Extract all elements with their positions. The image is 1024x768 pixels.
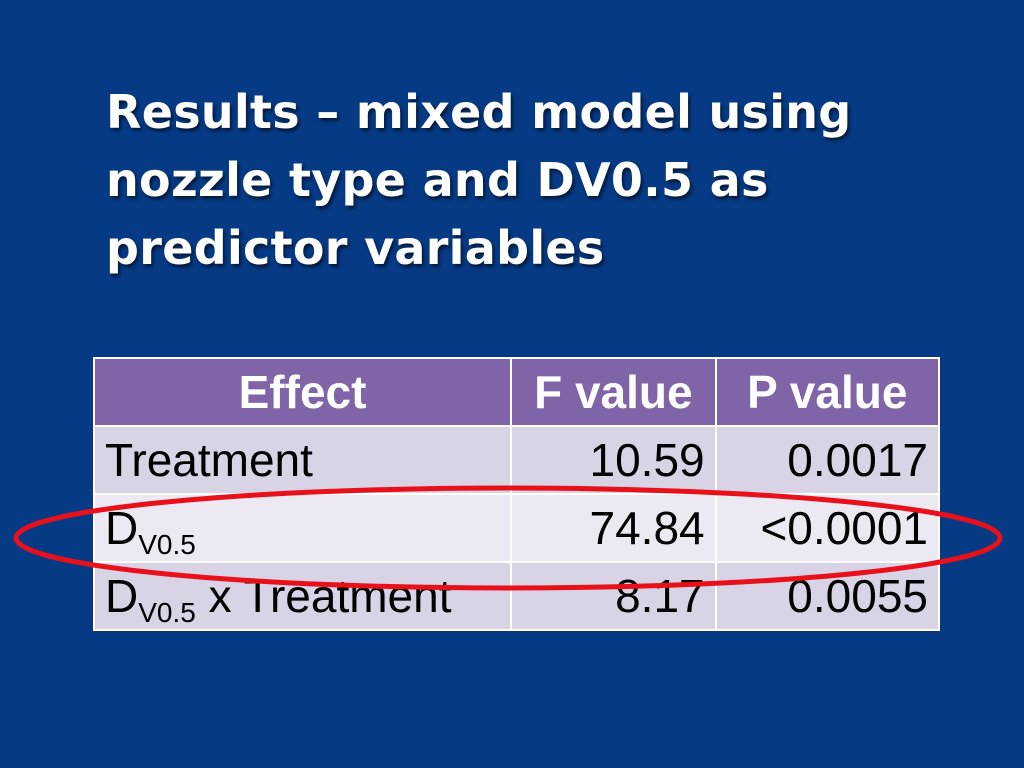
p-value-cell: 0.0017 bbox=[714, 425, 941, 495]
slide-title: Results – mixed model using nozzle type … bbox=[106, 78, 966, 282]
title-line-1: Results – mixed model using bbox=[106, 85, 852, 139]
header-f-value: F value bbox=[510, 357, 717, 427]
f-value-cell: 74.84 bbox=[510, 493, 717, 563]
effect-label: D bbox=[105, 570, 139, 622]
effect-cell: Treatment bbox=[92, 425, 513, 495]
effect-cell: DV0.5 bbox=[92, 493, 513, 563]
effect-suffix: x Treatment bbox=[195, 570, 452, 622]
table-row: Treatment 10.59 0.0017 bbox=[92, 425, 941, 495]
f-value-cell: 10.59 bbox=[510, 425, 717, 495]
title-line-3: predictor variables bbox=[106, 221, 605, 275]
table-row: DV0.5 74.84 <0.0001 bbox=[92, 493, 941, 563]
effect-subscript: V0.5 bbox=[138, 529, 196, 560]
p-value-cell: 0.0055 bbox=[714, 561, 941, 631]
table-row: DV0.5 x Treatment 8.17 0.0055 bbox=[92, 561, 941, 631]
effect-cell: DV0.5 x Treatment bbox=[92, 561, 513, 631]
header-effect: Effect bbox=[92, 357, 513, 427]
header-p-value: P value bbox=[714, 357, 941, 427]
table-header-row: Effect F value P value bbox=[92, 357, 941, 427]
title-line-2: nozzle type and DV0.5 as bbox=[106, 153, 769, 207]
effect-label: Treatment bbox=[105, 434, 313, 486]
results-table: Effect F value P value Treatment 10.59 0… bbox=[92, 357, 941, 631]
f-value-cell: 8.17 bbox=[510, 561, 717, 631]
p-value-cell: <0.0001 bbox=[714, 493, 941, 563]
effect-label: D bbox=[105, 502, 139, 554]
effect-subscript: V0.5 bbox=[138, 597, 196, 628]
